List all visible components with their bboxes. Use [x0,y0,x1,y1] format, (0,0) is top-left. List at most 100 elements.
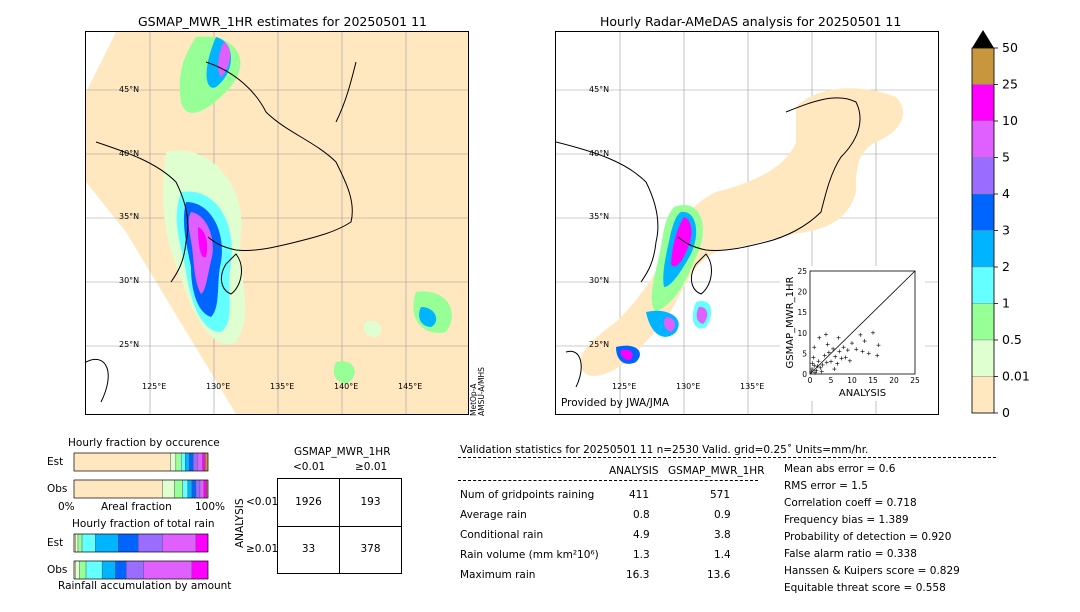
colorbar-tick-label: 1 [1002,296,1010,311]
score-4: Probability of detection = 0.920 [784,531,952,543]
left-lon-label-135: 135°E [270,382,295,391]
fraction-bar-segment [138,533,163,553]
scatter-xtick: 10 [847,376,857,385]
colorbar-tick-label: 0.01 [1002,369,1030,384]
colorbar-tick-label: 50 [1002,40,1018,55]
scatter-point [814,368,819,373]
left-lon-label-140: 140°E [334,382,359,391]
scatter-point [850,341,854,346]
fraction-bar-segment [170,452,177,472]
validation-table-divider [458,480,758,481]
left-lon-label-145: 145°E [398,382,423,391]
fraction-bar-segment [162,533,197,553]
swath-area [86,32,468,414]
scatter-point [832,367,837,372]
left-map-panel [85,31,469,415]
fraction-bar-segment [195,479,201,499]
occurrence-bars-svg [73,452,209,499]
scatter-ytick: 15 [797,308,807,317]
scatter-point [835,361,840,366]
colorbar-segment [971,84,995,122]
contingency-col-header-0: <0.01 [293,461,326,473]
right-lon-label-135: 135°E [740,382,765,391]
contingency-col-header-1: ≥0.01 [355,461,388,473]
left-lon-label-130: 130°E [206,382,231,391]
fraction-bar-segment [193,452,198,472]
scatter-point [812,363,817,368]
score-1: RMS error = 1.5 [784,480,868,492]
scatter-point [871,330,875,335]
colorbar: 50 25 10 5 4 3 2 1 0.5 0.01 0 [960,28,1040,420]
scatter-point [829,359,833,364]
row-gsmap-4: 13.6 [707,569,731,581]
left-lat-label-45: 45°N [119,85,140,94]
fraction-bar-segment [81,533,96,553]
scatter-plot: 0 5 10 15 20 25 0 5 10 15 20 25 ANALYSIS GSMAP_MWR_1H… [785,267,920,399]
colorbar-tick-label: 0 [1002,405,1010,418]
fraction-bar-segment [180,452,186,472]
colorbar-tick-label: 4 [1002,186,1010,201]
colorbar-segment [971,266,995,304]
colorbar-svg: 50 25 10 5 4 3 2 1 0.5 0.01 0 [971,30,1030,420]
score-2: Correlation coeff = 0.718 [784,497,917,509]
scatter-inset: 0 5 10 15 20 25 0 5 10 15 20 25 ANALYSIS GSMAP_MWR_1H… [780,266,925,401]
fraction-bar-segment [85,560,103,580]
provider-credit: Provided by JWA/JMA [561,397,670,409]
contingency-cell-1-1: 378 [360,543,381,555]
scatter-point [843,355,848,360]
scatter-point [860,349,865,354]
fraction-bar-segment [79,560,87,580]
occ-x-mid: Areal fraction [101,501,172,513]
scatter-ylabel: GSMAP_MWR_1HR [785,277,796,369]
scatter-point [823,332,828,337]
fraction-bar-segment [191,479,197,499]
row-label-3: Rain volume (mm km²10⁶) [460,549,599,561]
scatter-point [845,348,850,353]
scatter-point [810,367,815,372]
scatter-point [875,353,880,358]
right-lat-label-40: 40°N [589,149,610,158]
colorbar-segment [971,303,995,341]
occ-x-right: 100% [195,501,226,513]
score-0: Mean abs error = 0.6 [784,463,896,475]
left-map-canvas [86,32,468,414]
total-rain-bars [73,532,211,582]
scatter-point [836,335,841,340]
score-7: Equitable threat score = 0.558 [784,582,946,594]
fraction-bar-segment [143,560,193,580]
scatter-point [866,351,871,356]
fraction-bar-segment [175,452,182,472]
rain-field [163,36,452,384]
right-lat-label-45: 45°N [589,85,610,94]
scatter-point [813,370,818,375]
right-map-title: Hourly Radar-AMeDAS analysis for 2025050… [600,14,902,29]
scatter-xtick: 0 [808,376,813,385]
row-analysis-2: 4.9 [633,529,650,541]
scatter-point [811,355,816,360]
fraction-bar-segment [203,479,207,499]
col-gsmap-header: GSMAP_MWR_1HR [668,465,765,477]
row-gsmap-3: 1.4 [714,549,731,561]
scatter-point [854,347,859,352]
occurrence-title: Hourly fraction by occurence [68,437,220,449]
score-6: Hanssen & Kuipers score = 0.829 [784,565,960,577]
scatter-point [820,362,825,367]
row-label-2: Conditional rain [460,529,544,541]
row-label-1: Average rain [460,509,527,521]
contingency-row-label-wrap: ANALYSIS [234,480,248,550]
scatter-point [816,359,821,364]
right-lat-label-35: 35°N [589,212,610,221]
scatter-ytick: 5 [802,349,807,358]
left-lon-label-125: 125°E [142,382,167,391]
col-analysis-header: ANALYSIS [609,465,659,477]
fraction-bar-segment [205,452,209,472]
colorbar-over-arrow [972,30,994,48]
fraction-bar-segment [75,560,80,580]
scatter-xtick: 15 [868,376,878,385]
scatter-xlabel: ANALYSIS [839,388,886,399]
scatter-point [826,350,831,355]
colorbar-tick-label: 3 [1002,223,1010,238]
occ-est-label: Est [47,456,64,468]
satellite-note-text: MetOp-A AMSU-A/MHS [469,367,486,416]
scatter-point [839,356,844,361]
